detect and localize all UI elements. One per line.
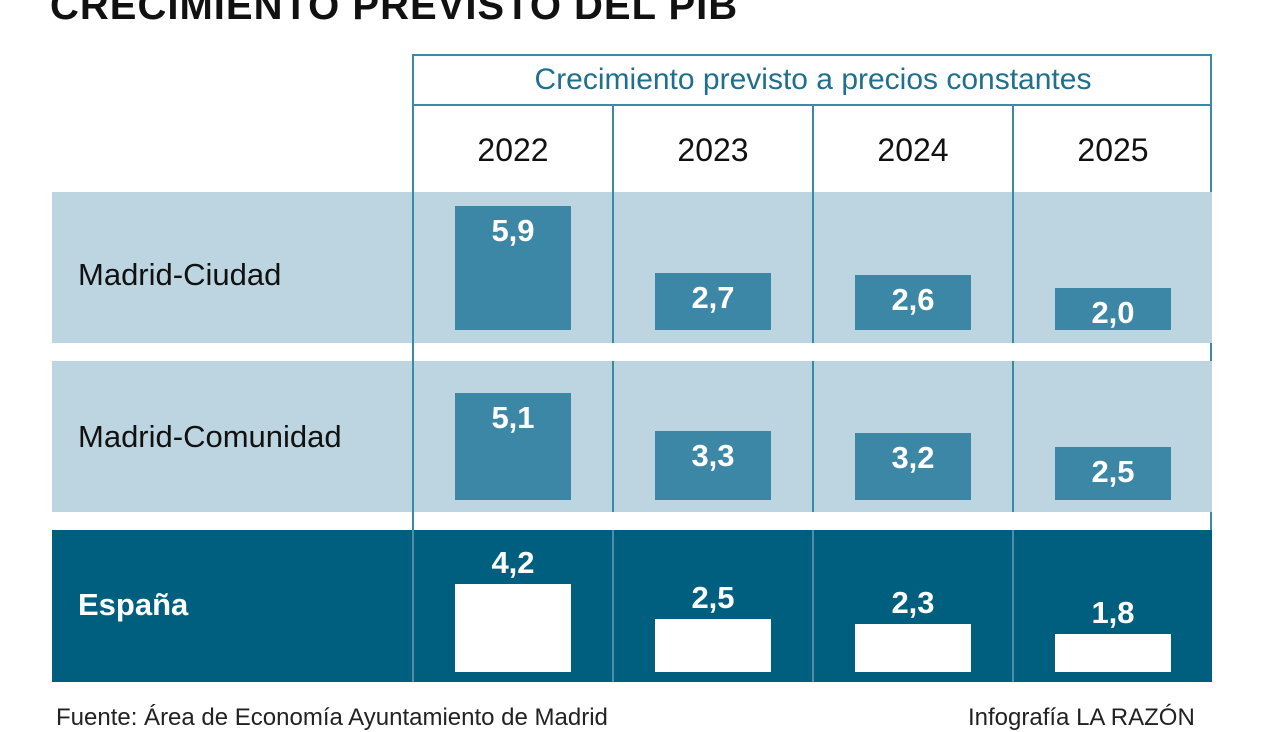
header-divider	[812, 106, 814, 192]
bar	[455, 206, 571, 330]
bar	[1055, 447, 1171, 500]
bar	[855, 275, 971, 330]
bar	[655, 431, 771, 500]
column-header-2023: 2023	[677, 131, 749, 168]
column-divider	[812, 530, 814, 682]
column-divider	[412, 361, 414, 512]
chart-title: CRECIMIENTO PREVISTO DEL PIB	[50, 0, 739, 28]
data-label: 2,5	[1091, 454, 1135, 489]
column-divider	[612, 192, 614, 343]
bar	[655, 273, 771, 330]
data-label: 1,8	[1091, 595, 1135, 630]
column-divider	[412, 192, 414, 343]
bar	[855, 433, 971, 500]
bar	[455, 393, 571, 500]
column-header-2024: 2024	[877, 131, 949, 168]
column-divider	[612, 361, 614, 512]
bar	[855, 624, 971, 672]
data-label: 3,2	[891, 440, 935, 475]
data-label: 2,3	[891, 585, 935, 620]
data-label: 5,9	[491, 213, 535, 248]
data-label: 2,7	[691, 280, 735, 315]
column-divider	[612, 530, 614, 682]
bar	[455, 584, 571, 672]
column-divider	[1012, 361, 1014, 512]
column-header-2022: 2022	[477, 131, 549, 168]
column-header-2025: 2025	[1077, 131, 1149, 168]
bar	[655, 619, 771, 672]
row-band-0	[52, 192, 1212, 343]
column-divider	[412, 530, 414, 682]
data-label: 5,1	[491, 400, 535, 435]
data-label: 4,2	[491, 545, 535, 580]
row-band-1	[52, 361, 1212, 512]
source-note: Fuente: Área de Economía Ayuntamiento de…	[56, 704, 608, 731]
data-label: 2,6	[891, 282, 935, 317]
bar	[1055, 288, 1171, 330]
credit-note: Infografía LA RAZÓN	[968, 704, 1195, 731]
chart-subtitle: Crecimiento previsto a precios constante…	[414, 56, 1212, 106]
column-divider	[812, 361, 814, 512]
data-label: 2,0	[1091, 295, 1135, 330]
row-band-2	[52, 530, 1212, 682]
row-label: Madrid-Ciudad	[78, 257, 282, 292]
column-divider	[1012, 192, 1014, 343]
row-label: Madrid-Comunidad	[78, 419, 342, 454]
data-label: 3,3	[691, 438, 735, 473]
column-divider	[812, 192, 814, 343]
data-label: 2,5	[691, 580, 735, 615]
column-divider	[1012, 530, 1014, 682]
bar	[1055, 634, 1171, 672]
header-divider	[1012, 106, 1014, 192]
header-divider	[612, 106, 614, 192]
row-label: España	[78, 587, 189, 622]
